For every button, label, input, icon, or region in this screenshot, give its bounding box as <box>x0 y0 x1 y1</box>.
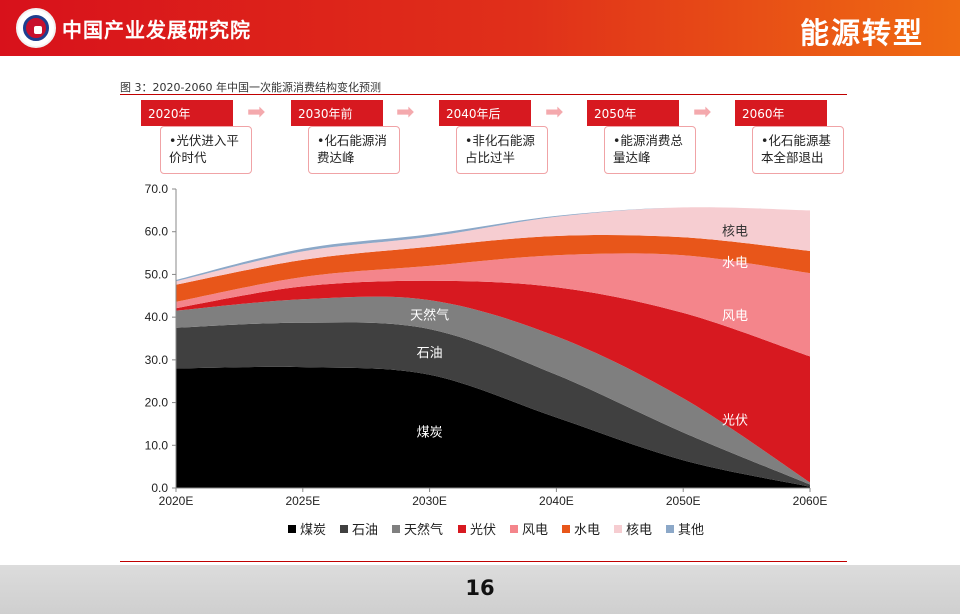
timeline-arrow-icon: ➡ <box>693 100 712 125</box>
legend-label: 光伏 <box>470 523 496 538</box>
y-tick-label: 60.0 <box>145 225 169 239</box>
figure-title: 图 3：2020-2060 年中国一次能源消费结构变化预测 <box>120 81 381 94</box>
x-tick-label: 2060E <box>793 494 828 508</box>
legend-swatch <box>288 525 296 533</box>
legend-label: 核电 <box>626 523 652 538</box>
area-label: 煤炭 <box>417 425 443 440</box>
timeline-stage-2040: 2040年后 <box>439 100 531 126</box>
section-title: 能源转型 <box>799 16 924 50</box>
legend-swatch <box>510 525 518 533</box>
timeline-stage-2030: 2030年前 <box>291 100 383 126</box>
energy-structure-chart: 0.0 10.0 20.0 30.0 40.0 50.0 60.0 70.0 2020E 2025… <box>145 182 828 538</box>
x-tick-label: 2025E <box>285 494 320 508</box>
legend-label: 天然气 <box>404 522 443 538</box>
figure-title-rule <box>120 94 847 95</box>
y-tick-label: 0.0 <box>151 481 168 495</box>
timeline-stage-2050: 2050年 <box>587 100 679 126</box>
header-bar: 中国产业发展研究院 能源转型 <box>0 0 960 56</box>
timeline-arrow-icon: ➡ <box>545 100 564 125</box>
area-series-3 <box>176 280 810 483</box>
page-number: 16 <box>465 576 495 600</box>
legend-label: 风电 <box>522 523 548 538</box>
area-label: 光伏 <box>722 413 748 428</box>
y-tick-label: 20.0 <box>145 396 169 410</box>
area-series-2 <box>176 296 810 485</box>
x-tick-label: 2040E <box>539 494 574 508</box>
logo-emblem <box>23 15 49 41</box>
area-series-4 <box>176 253 810 357</box>
area-label: 核电 <box>722 225 748 240</box>
legend-swatch <box>562 525 570 533</box>
area-label: 水电 <box>722 256 748 271</box>
y-tick-label: 30.0 <box>145 353 169 367</box>
area-series-1 <box>176 322 810 487</box>
timeline-arrow-icon: ➡ <box>247 100 266 125</box>
y-tick-label: 70.0 <box>145 182 169 196</box>
institute-logo <box>16 8 56 48</box>
legend-label: 石油 <box>352 523 378 538</box>
area-label: 石油 <box>417 346 443 361</box>
timeline-arrow-icon: ➡ <box>396 100 415 125</box>
legend-swatch <box>458 525 466 533</box>
footer-bar: 16 <box>0 565 960 614</box>
x-tick-label: 2050E <box>666 494 701 508</box>
timeline-stage-2020: 2020年 <box>141 100 233 126</box>
legend-swatch <box>614 525 622 533</box>
legend-label: 其他 <box>678 523 704 538</box>
y-tick-label: 10.0 <box>145 438 169 452</box>
timeline-note-2060: •化石能源基本全部退出 <box>752 126 844 174</box>
x-tick-label: 2030E <box>412 494 447 508</box>
legend-swatch <box>340 525 348 533</box>
area-label: 天然气 <box>410 308 449 324</box>
area-series-6 <box>176 207 810 285</box>
legend-swatch <box>392 525 400 533</box>
x-tick-label: 2020E <box>159 494 194 508</box>
y-tick-label: 50.0 <box>145 267 169 281</box>
area-label: 风电 <box>722 309 748 324</box>
timeline-note-2050: •能源消费总量达峰 <box>604 126 696 174</box>
timeline-note-2030: •化石能源消费达峰 <box>308 126 400 174</box>
area-series-5 <box>176 235 810 302</box>
timeline-note-2020: •光伏进入平价时代 <box>160 126 252 174</box>
figure-bottom-rule <box>120 561 847 562</box>
legend-swatch <box>666 525 674 533</box>
legend-label: 水电 <box>574 523 600 538</box>
legend-label: 煤炭 <box>300 523 326 538</box>
area-series-0 <box>176 366 810 488</box>
y-tick-label: 40.0 <box>145 310 169 324</box>
timeline-stage-2060: 2060年 <box>735 100 827 126</box>
org-name: 中国产业发展研究院 <box>62 18 251 42</box>
timeline-note-2040: •非化石能源占比过半 <box>456 126 548 174</box>
